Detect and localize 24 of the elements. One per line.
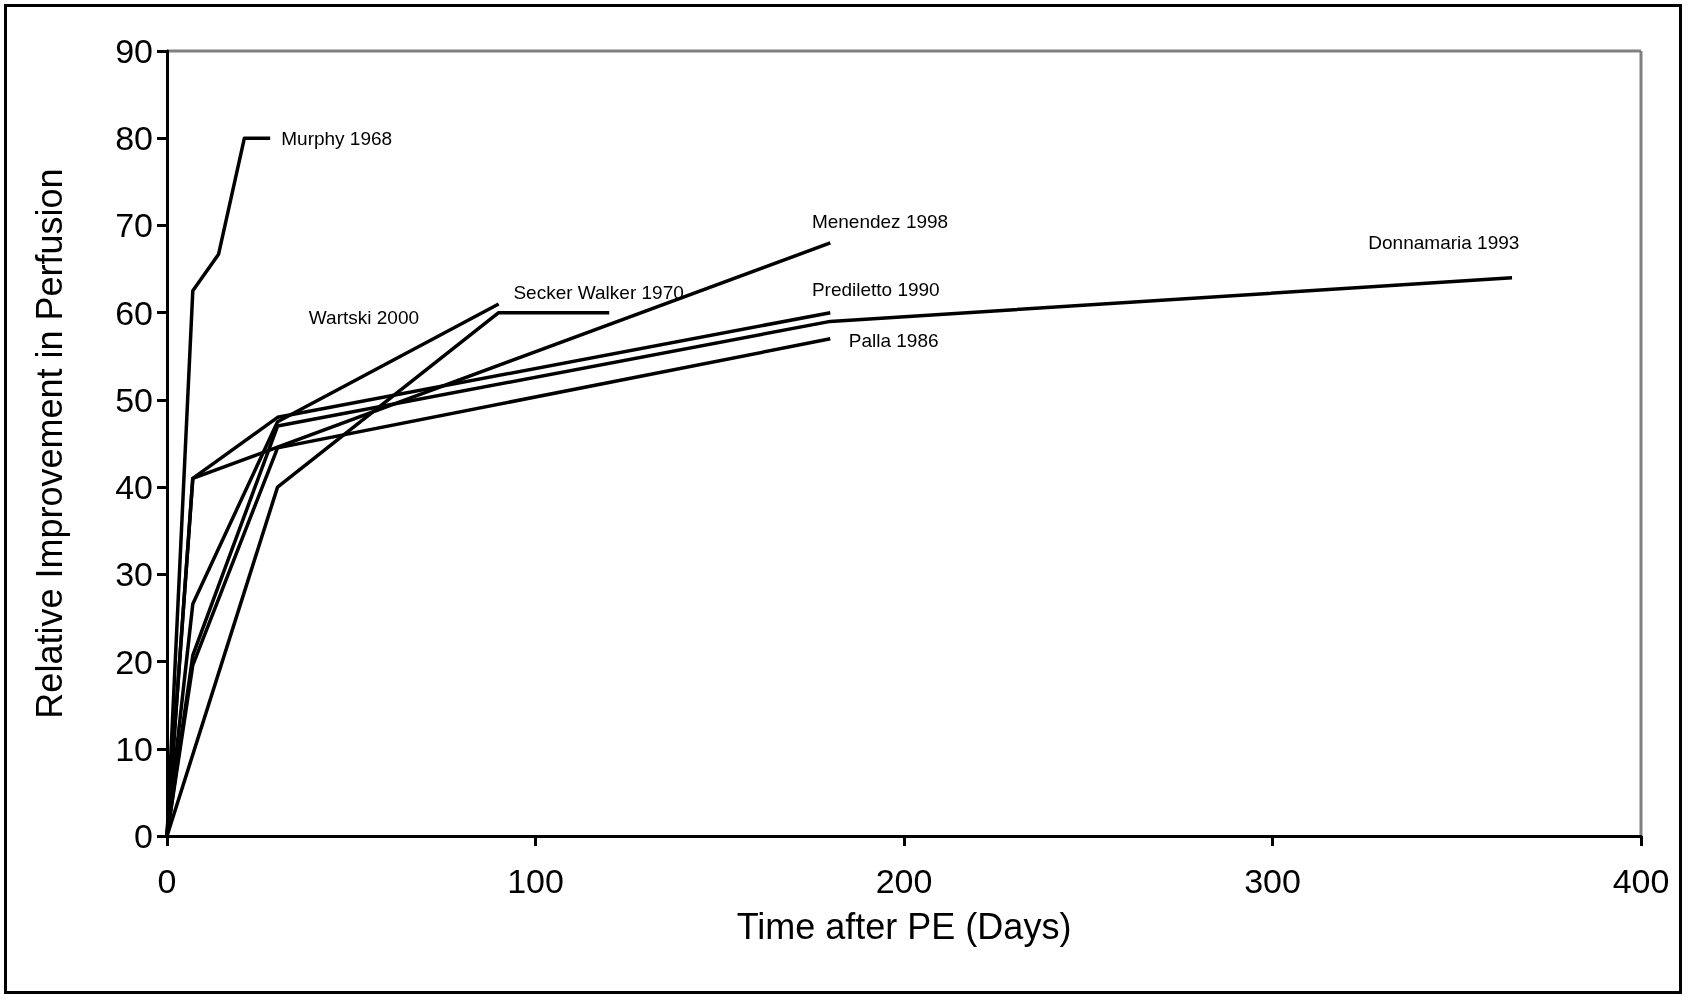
y-tick-label: 60: [115, 293, 153, 332]
y-tick-label: 20: [115, 642, 153, 681]
x-tick-label: 300: [1244, 862, 1301, 900]
series-label: Wartski 2000: [308, 307, 420, 329]
series-label: Secker Walker 1970: [513, 282, 684, 304]
series-label: Prediletto 1990: [811, 279, 940, 301]
y-tick-label: 0: [134, 817, 153, 855]
x-tick-label: 400: [1612, 862, 1670, 900]
series-label: Menendez 1998: [811, 210, 949, 232]
y-tick-label: 10: [115, 729, 153, 768]
y-tick-label: 80: [115, 119, 153, 158]
series-label: Murphy 1968: [281, 127, 393, 149]
y-tick-label: 90: [115, 32, 153, 70]
y-tick-label: 70: [115, 206, 153, 245]
y-tick-label: 40: [115, 468, 153, 507]
y-axis-title: Relative Improvement in Perfusion: [28, 168, 70, 719]
y-tick-label: 50: [115, 380, 153, 419]
x-tick-label: 100: [507, 862, 564, 900]
y-tick-label: 30: [115, 555, 153, 594]
series-label: Palla 1986: [848, 330, 939, 352]
x-tick-label: 0: [157, 862, 177, 900]
x-axis-title: Time after PE (Days): [736, 905, 1072, 947]
x-tick-label: 200: [875, 862, 933, 900]
series-label: Donnamaria 1993: [1368, 231, 1520, 253]
